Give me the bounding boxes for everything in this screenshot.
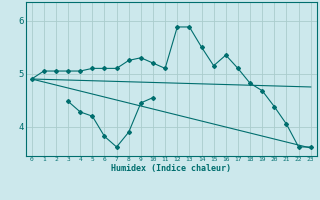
X-axis label: Humidex (Indice chaleur): Humidex (Indice chaleur) [111,164,231,173]
